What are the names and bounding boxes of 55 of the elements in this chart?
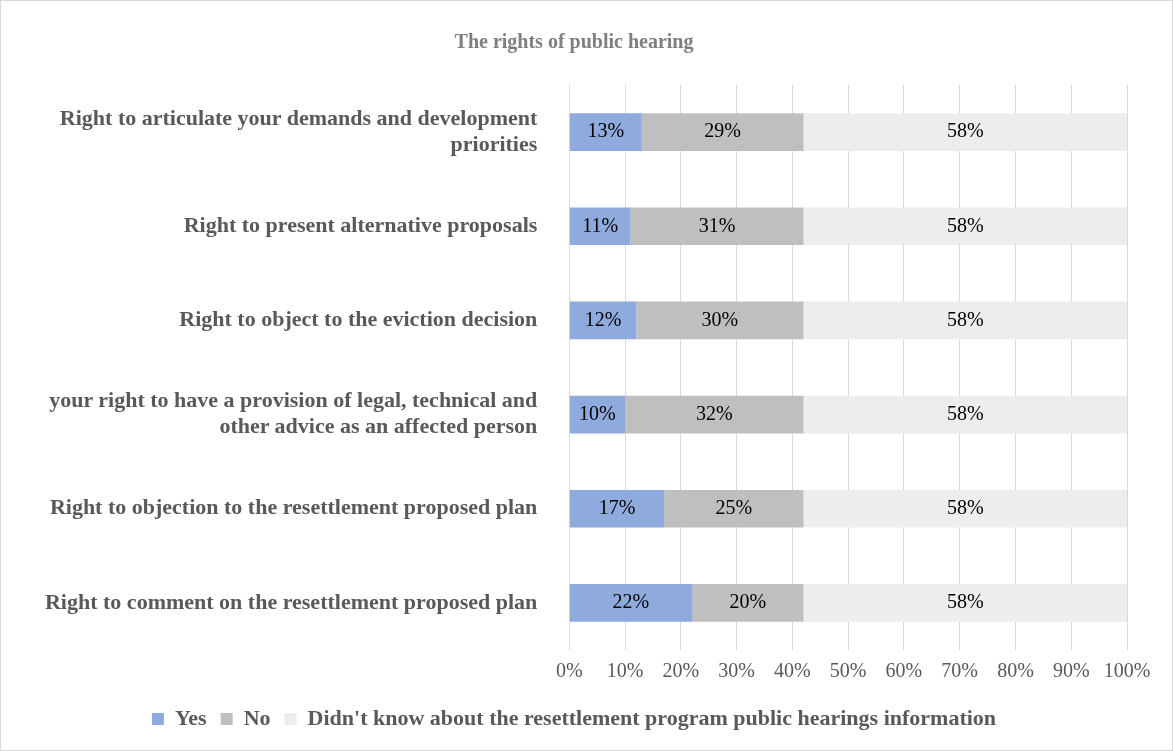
text: 31% [698, 213, 736, 236]
x-tick-label: 10% [606, 659, 644, 682]
chart-title: The rights of public hearing [454, 30, 694, 54]
bar [803, 301, 1127, 340]
x-tick-label: 40% [774, 659, 811, 682]
text: 22% [612, 590, 650, 613]
text: 58% [946, 307, 984, 330]
bar [803, 113, 1127, 151]
text: 20% [729, 590, 767, 613]
text: 11% [582, 213, 619, 236]
text: 32% [695, 401, 733, 424]
bar [625, 395, 804, 434]
text: 17% [598, 496, 636, 518]
bar [803, 395, 1127, 434]
text: 58% [946, 590, 984, 613]
y-tick-label: Right to articulate your demands and development priorities [59, 104, 538, 156]
legend-label: Yes [174, 704, 208, 730]
x-tick-label: 100% [1103, 659, 1151, 682]
bar [630, 207, 804, 246]
bar [569, 489, 665, 528]
text: 30% [701, 307, 739, 330]
bar [692, 584, 804, 622]
bar [803, 489, 1127, 528]
text: 12% [584, 307, 622, 330]
x-tick-label: 80% [997, 659, 1034, 682]
bar [641, 113, 804, 151]
text: 13% [587, 119, 625, 142]
y-tick-label: Right to object to the eviction decision [179, 306, 538, 332]
text: 10% [579, 401, 616, 424]
x-tick-label: 70% [941, 659, 979, 682]
bar [664, 489, 804, 528]
x-tick-label: 50% [829, 659, 867, 682]
x-tick-label: 90% [1052, 659, 1090, 682]
x-tick-label: 20% [662, 659, 700, 682]
x-tick-label: 0% [555, 659, 583, 682]
bar [803, 207, 1127, 246]
x-tick-label: 30% [718, 659, 755, 682]
y-tick-label: your right to have a provision of legal, technical and other advice as an affected person [49, 387, 538, 439]
y-tick-label: Right to objection to the resettlement proposed plan [49, 494, 538, 520]
text: 58% [946, 213, 984, 236]
y-tick-label: Right to comment on the resettlement proposed plan [44, 588, 538, 614]
bar [803, 584, 1127, 622]
legend-label: No [243, 704, 271, 730]
bar [636, 301, 804, 340]
bar [569, 584, 693, 622]
text: 29% [704, 119, 742, 142]
text: 58% [946, 401, 984, 424]
text: 58% [946, 496, 984, 518]
text: 25% [715, 496, 753, 518]
bar [569, 113, 642, 151]
text: 58% [946, 119, 984, 142]
bar [569, 207, 631, 246]
y-tick-label: Right to present alternative proposals [183, 211, 538, 237]
x-tick-label: 60% [885, 659, 923, 682]
legend-label: Didn't know about the resettlement program public hearings information [307, 704, 997, 730]
